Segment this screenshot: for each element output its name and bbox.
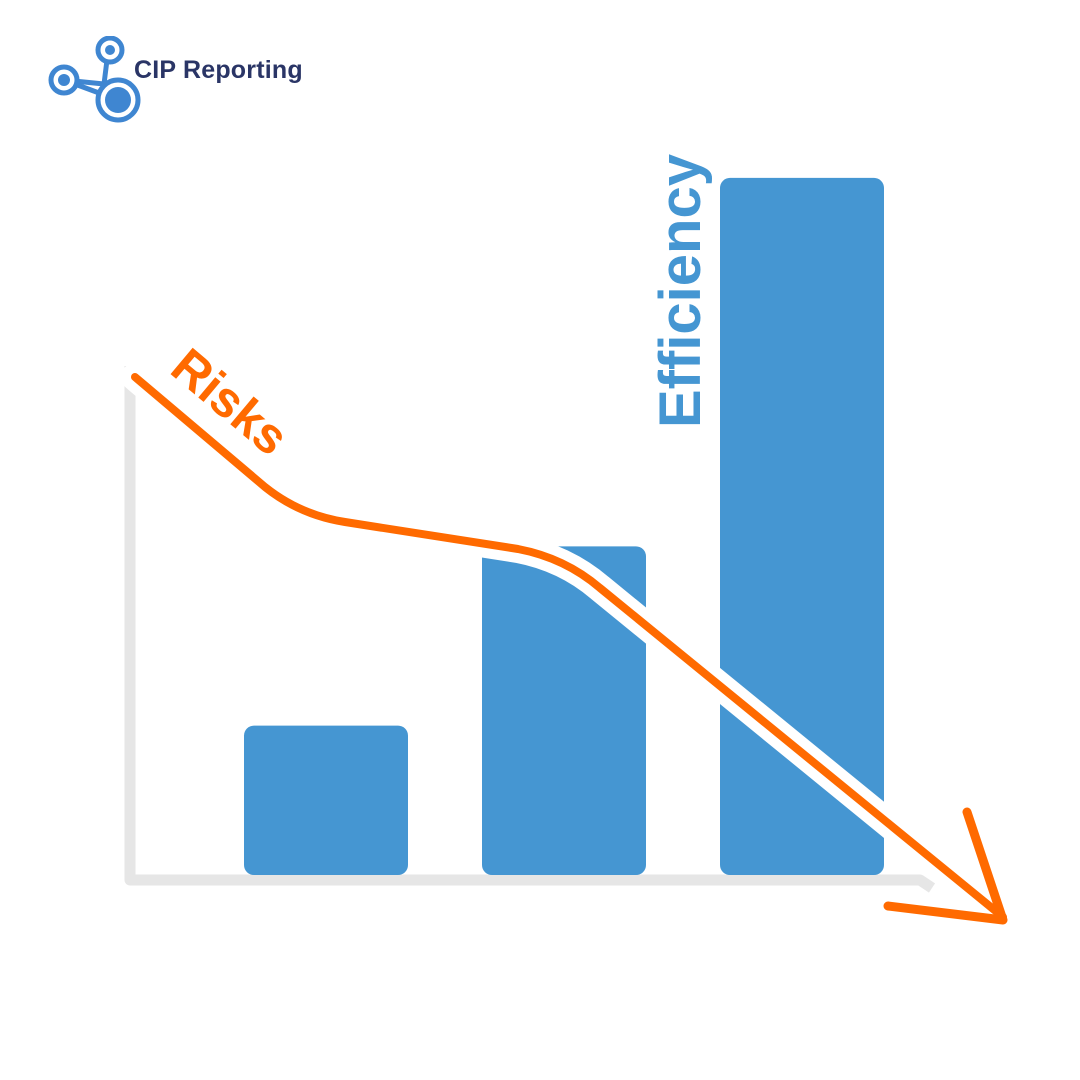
chart-axis-lines: [124, 366, 936, 893]
bar-3: [720, 177, 884, 875]
brand-name: CIP Reporting: [134, 56, 303, 84]
bars-group: [244, 177, 884, 875]
risk-arrow-head: [883, 807, 1008, 925]
efficiency-label: Efficiency: [648, 154, 713, 428]
cip-reporting-logo: [48, 36, 141, 123]
bar-1: [244, 725, 408, 875]
risk-trend-group: [121, 363, 1017, 931]
chart-axes: [124, 366, 936, 893]
risk-trend-line: [131, 373, 1007, 921]
bar-2: [482, 546, 646, 875]
network-nodes-icon: [48, 36, 141, 123]
